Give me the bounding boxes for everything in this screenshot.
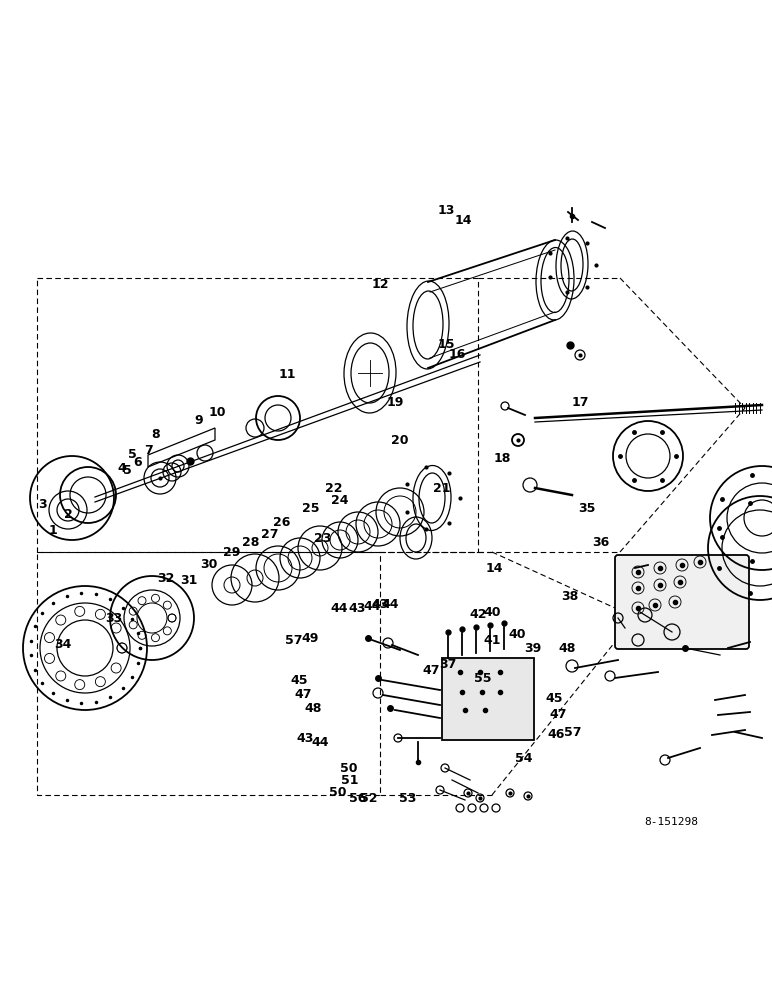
Text: 48: 48 [304, 702, 321, 714]
Text: 28: 28 [242, 536, 259, 548]
Text: 52: 52 [361, 792, 378, 804]
Text: 57: 57 [564, 726, 581, 738]
Text: 45: 45 [291, 674, 308, 686]
Text: 57: 57 [285, 634, 302, 647]
Text: 35: 35 [578, 502, 595, 514]
Text: 55: 55 [474, 672, 491, 684]
Text: 5: 5 [123, 464, 132, 477]
Text: 10: 10 [209, 406, 226, 418]
Text: 53: 53 [399, 792, 416, 804]
Text: 6: 6 [133, 456, 142, 468]
Text: 15: 15 [438, 338, 455, 352]
Text: 9: 9 [195, 414, 204, 426]
Text: 21: 21 [433, 482, 450, 494]
Text: 8-151298: 8-151298 [645, 817, 699, 827]
Text: 12: 12 [371, 278, 388, 292]
Text: 5: 5 [128, 448, 137, 462]
Text: 46: 46 [547, 728, 564, 742]
Text: 54: 54 [515, 752, 532, 764]
Text: 19: 19 [387, 395, 404, 408]
Bar [37, 278, 478, 552]
Text: 4: 4 [117, 462, 127, 475]
Text: 20: 20 [391, 434, 408, 446]
Text: 11: 11 [279, 367, 296, 380]
Text: 16: 16 [449, 349, 466, 361]
Text: 7: 7 [144, 444, 153, 456]
FancyBboxPatch shape [615, 555, 749, 649]
Text: 13: 13 [438, 204, 455, 217]
Text: 43: 43 [348, 601, 365, 614]
Bar [37, 552, 380, 795]
Text: 42: 42 [470, 608, 487, 621]
Text: 44: 44 [381, 597, 398, 610]
Text: 27: 27 [262, 528, 279, 542]
Text: 1: 1 [48, 524, 57, 536]
Text: 23: 23 [314, 532, 331, 544]
Text: 32: 32 [157, 572, 174, 584]
Text: 17: 17 [572, 395, 589, 408]
Text: 50: 50 [330, 786, 347, 798]
Text: 33: 33 [106, 611, 123, 624]
Text: 3: 3 [38, 498, 47, 512]
Text: 34: 34 [55, 639, 72, 652]
Text: 22: 22 [325, 482, 342, 494]
Text: 47: 47 [295, 688, 312, 702]
Text: 31: 31 [181, 574, 198, 586]
Text: 40: 40 [484, 605, 501, 618]
Text: 56: 56 [349, 792, 366, 804]
Text: 44: 44 [364, 599, 381, 612]
Text: 44: 44 [331, 601, 348, 614]
Text: 44: 44 [312, 736, 329, 748]
Text: 29: 29 [223, 546, 240, 558]
Text: 14: 14 [486, 562, 503, 574]
Text: 49: 49 [302, 632, 319, 645]
Text: 47: 47 [550, 708, 567, 722]
Text: 47: 47 [422, 664, 439, 676]
Text: 37: 37 [439, 658, 456, 672]
Text: 2: 2 [63, 508, 73, 522]
Text: 24: 24 [331, 493, 348, 506]
Text: 26: 26 [273, 516, 290, 528]
Text: 30: 30 [200, 558, 217, 572]
Text: 25: 25 [302, 502, 319, 514]
Text: 43: 43 [296, 732, 313, 744]
Text: 39: 39 [524, 642, 541, 654]
Text: 43: 43 [371, 598, 388, 611]
Text: 51: 51 [341, 774, 358, 786]
Bar [442, 658, 534, 740]
Text: 8: 8 [151, 428, 161, 440]
Text: 41: 41 [484, 634, 501, 647]
Text: 18: 18 [493, 452, 510, 464]
Text: 36: 36 [592, 536, 609, 548]
Text: 40: 40 [509, 629, 526, 642]
Text: 48: 48 [559, 642, 576, 654]
Text: 45: 45 [546, 692, 563, 704]
Text: 38: 38 [561, 589, 578, 602]
Text: 50: 50 [340, 762, 357, 774]
Text: 14: 14 [455, 214, 472, 227]
